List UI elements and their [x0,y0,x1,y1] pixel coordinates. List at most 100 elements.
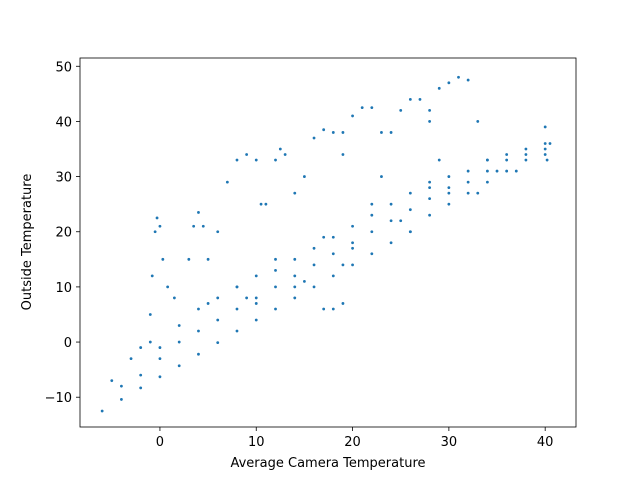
point [206,302,210,305]
point [428,120,432,123]
point [100,409,104,413]
point [303,175,306,178]
point [447,186,451,190]
point [428,180,432,184]
point [331,131,335,134]
point [505,158,509,162]
point [331,235,335,239]
point [216,341,220,345]
point [254,296,258,300]
point [197,211,200,214]
point [408,97,412,101]
point [447,202,451,206]
y-axis-label: Outside Temperature [20,174,35,311]
point [514,169,518,173]
point [408,208,412,212]
point [197,307,200,311]
point [447,191,451,195]
point [437,86,441,90]
point [216,318,220,322]
point [380,131,383,134]
point [485,180,489,184]
point [341,131,345,134]
point [150,274,154,278]
point [370,106,374,110]
point [322,235,326,239]
point [283,153,287,156]
point [370,202,374,206]
point [360,106,364,110]
point [466,191,470,195]
point [139,346,143,349]
point [274,285,277,289]
point [543,125,547,129]
point [322,128,326,132]
point [120,384,123,388]
point [187,257,191,261]
point [278,147,282,151]
point [351,263,354,267]
point [389,219,393,223]
point [293,285,297,289]
point [192,224,196,228]
point [148,313,152,316]
point [177,324,181,327]
point [428,186,432,190]
point [466,78,470,82]
point [293,257,297,261]
point [428,213,432,217]
point [158,357,162,361]
point [235,158,239,162]
y-tick-label: 50 [55,60,72,75]
point [543,142,547,145]
y-tick-label: 30 [55,171,72,186]
point [259,202,263,206]
point [148,340,152,344]
point [457,75,460,79]
point [389,131,393,134]
point [428,197,432,201]
point [399,108,403,112]
point [274,307,277,311]
point [380,175,383,178]
point [370,230,374,234]
point [254,302,258,305]
y-tick-label: 0 [64,336,72,351]
point [466,180,470,184]
point [351,246,354,250]
point [293,191,297,195]
point [428,108,432,112]
point [155,216,159,220]
point [293,296,297,300]
point [331,252,335,256]
point [153,230,157,234]
point [548,142,552,145]
point [524,147,528,151]
point [120,398,123,401]
y-tick-label: 20 [55,226,72,241]
point [245,296,249,300]
point [139,386,143,390]
point [351,224,354,228]
point [351,241,354,245]
point [341,263,345,267]
point [216,296,220,300]
point [254,274,258,278]
point [158,346,162,349]
point [322,307,326,311]
point [545,158,549,162]
y-tick-label: −10 [45,391,72,406]
point [312,263,316,267]
point [312,246,316,250]
point [312,136,316,140]
point [447,81,451,85]
point [177,340,181,344]
point [254,158,258,162]
point [245,153,249,156]
point [177,364,181,368]
point [476,120,480,123]
point [543,147,547,151]
point [408,230,412,234]
